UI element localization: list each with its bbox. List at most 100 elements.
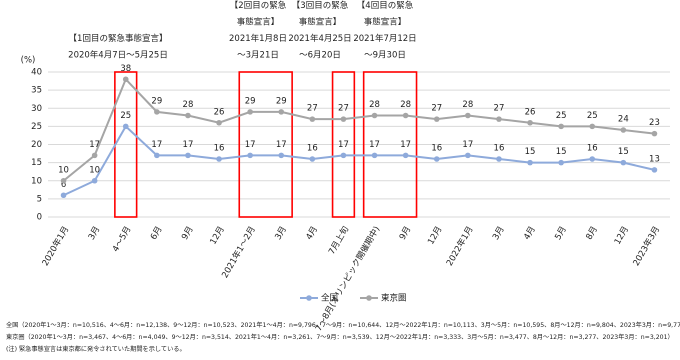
annotation: 【1回目の緊急事態宣言】	[69, 33, 168, 44]
point	[496, 156, 502, 162]
series-line	[62, 77, 655, 182]
point	[651, 167, 658, 173]
point	[620, 127, 627, 133]
x-tick-label: 2020年1月	[40, 224, 72, 268]
point	[402, 152, 409, 159]
y-tick-label: 10	[31, 176, 42, 186]
x-tick-label: 3月	[273, 225, 289, 242]
footnote: 東京圏（2020年1～3月：n=3,467、4～6月：n=4,049、9～12月…	[6, 333, 674, 341]
y-tick-label: 35	[31, 86, 42, 96]
point	[216, 156, 222, 162]
point	[527, 119, 533, 126]
data-label: 10	[58, 165, 69, 175]
y-tick-label: 15	[31, 158, 42, 168]
data-label: 27	[338, 104, 349, 114]
x-tick-label: 3月	[491, 225, 507, 242]
x-tick-label: 12月	[426, 225, 444, 247]
annotation: ～9月30日	[364, 51, 406, 61]
y-tick-label: 25	[31, 122, 42, 132]
point	[278, 152, 285, 159]
point	[589, 156, 596, 162]
x-tick-label: 2022年1月	[444, 224, 476, 268]
annotation: 【3回目の緊急	[292, 0, 349, 11]
point	[496, 116, 502, 122]
y-tick-label: 40	[31, 68, 42, 78]
legend-marker	[306, 295, 312, 301]
data-label: 17	[462, 140, 473, 150]
footnote: (注) 緊急事態宣言は東京都に発令されていた期間を示している。	[6, 345, 186, 353]
point	[527, 159, 533, 166]
annotation: 2020年4月7日～5月25日	[68, 50, 168, 61]
data-label: 16	[494, 144, 505, 154]
annotation: 2021年1月8日	[229, 33, 287, 44]
annotation: 【2回目の緊急	[230, 0, 287, 11]
y-tick-label: 30	[31, 104, 42, 114]
point	[185, 112, 191, 119]
highlight-box	[331, 71, 356, 218]
annotation: 2021年4月25日	[288, 33, 351, 44]
point	[465, 152, 471, 159]
data-label: 28	[369, 100, 380, 110]
y-unit: (%)	[21, 56, 36, 66]
data-label: 17	[400, 140, 411, 150]
x-tick-label: 9月	[180, 225, 196, 242]
x-tick-label: 8月	[584, 225, 600, 242]
x-tick-label: 7～8月(オリンピック開催期中)	[313, 224, 382, 333]
data-label: 15	[618, 147, 629, 157]
data-label: 13	[649, 154, 660, 164]
x-tick-label: 6月	[149, 225, 165, 242]
point	[60, 192, 67, 199]
point	[247, 109, 253, 115]
x-tick-label: 3月	[87, 225, 103, 242]
point	[185, 152, 191, 159]
point	[60, 177, 67, 184]
footnote: 全国（2020年1～3月：n=10,516、4～6月：n=12,138、9～12…	[6, 321, 680, 329]
annotation: ～3月21日	[237, 51, 279, 61]
x-tick-label: 12月	[613, 225, 631, 247]
point	[433, 156, 440, 162]
point	[558, 159, 564, 166]
data-label: 27	[494, 104, 505, 114]
annotation: 事態宣言】	[364, 17, 407, 28]
y-tick-label: 20	[31, 140, 42, 150]
data-label: 26	[214, 107, 225, 117]
data-label: 16	[307, 144, 318, 154]
point	[651, 130, 658, 137]
point	[589, 123, 596, 130]
data-label: 17	[89, 140, 100, 150]
data-label: 27	[431, 104, 442, 114]
x-tick-label: 9月	[398, 225, 414, 242]
data-label: 28	[183, 100, 194, 110]
x-tick-label: 5月	[553, 225, 569, 242]
point	[620, 159, 627, 166]
y-tick-label: 0	[37, 213, 42, 223]
legend-marker	[366, 295, 372, 301]
data-label: 16	[431, 144, 442, 154]
data-label: 28	[462, 100, 473, 110]
point	[91, 152, 98, 159]
point	[309, 116, 316, 122]
x-tick-label: 4月	[522, 225, 538, 242]
point	[402, 112, 409, 119]
annotation: 【4回目の緊急	[357, 0, 414, 11]
data-label: 17	[338, 140, 349, 150]
point	[91, 177, 98, 184]
legend-label: 全国	[321, 293, 338, 304]
data-label: 29	[276, 96, 287, 106]
data-label: 25	[587, 111, 598, 121]
data-label: 17	[183, 140, 194, 150]
x-tick-label: 4月	[304, 225, 320, 242]
data-label: 25	[120, 111, 131, 121]
x-tick-label: 7月上旬	[326, 224, 351, 256]
data-label: 28	[400, 100, 411, 110]
data-label: 15	[525, 147, 536, 157]
annotation: 2021年7月12日	[353, 33, 416, 44]
data-label: 38	[120, 64, 131, 74]
data-label: 23	[649, 118, 660, 128]
x-tick-label: 2021年1～2月	[219, 224, 258, 280]
data-label: 29	[151, 96, 162, 106]
y-tick-label: 5	[37, 194, 42, 204]
point	[309, 156, 316, 162]
data-label: 17	[369, 140, 380, 150]
point	[247, 152, 253, 159]
